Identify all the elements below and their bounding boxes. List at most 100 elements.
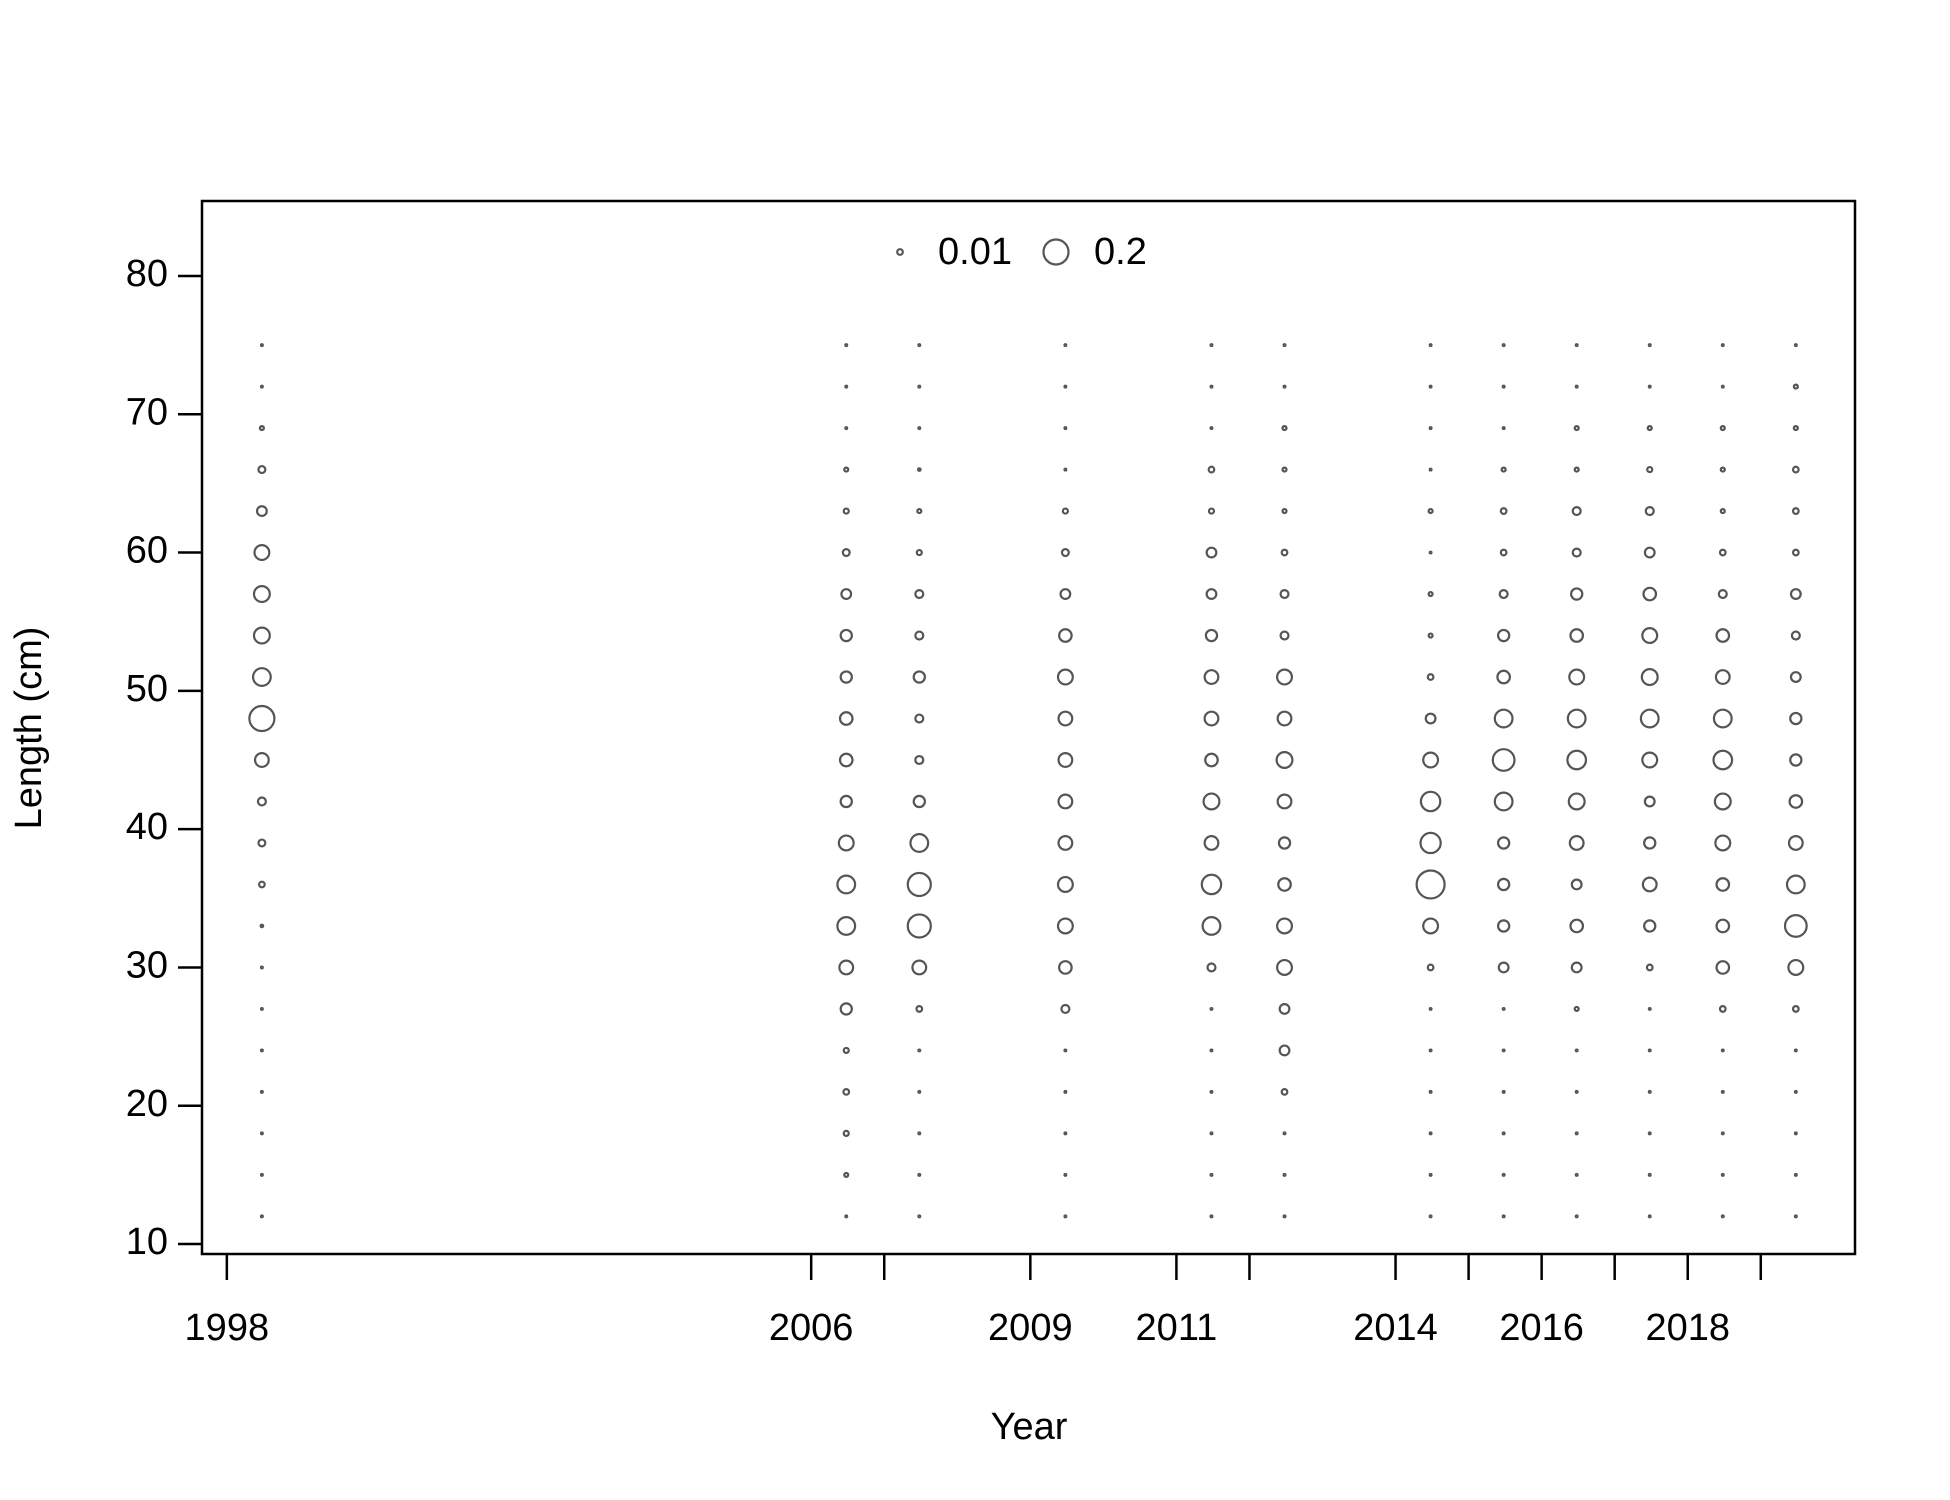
bubble [917, 1131, 922, 1136]
bubble [1428, 343, 1433, 348]
bubble [1282, 1172, 1287, 1177]
bubble [1275, 750, 1294, 770]
bubble [839, 794, 853, 809]
bubble [1646, 465, 1654, 474]
bubble [1209, 1089, 1214, 1094]
legend-label: 0.2 [1094, 231, 1147, 273]
bubble [1574, 1048, 1579, 1053]
bubble [915, 548, 923, 557]
bubble [1063, 1131, 1068, 1136]
bubble [917, 1214, 922, 1219]
bubble [259, 1131, 264, 1136]
bubble [1719, 425, 1726, 432]
bubble [839, 670, 853, 684]
bubble [1206, 962, 1217, 973]
bubble [1720, 1214, 1725, 1219]
bubble [1209, 1214, 1214, 1219]
bubble [1063, 1214, 1068, 1219]
bubble [836, 874, 857, 895]
bubble [1647, 343, 1652, 348]
bubble [1063, 343, 1068, 348]
bubble [259, 343, 264, 348]
bubble [1566, 708, 1587, 729]
bubble [1718, 1005, 1727, 1013]
bubble [1720, 1131, 1725, 1136]
bubble [906, 913, 932, 939]
legend-bubble [1042, 238, 1070, 266]
bubble [1574, 1131, 1579, 1136]
bubble [1209, 384, 1214, 389]
bubble [842, 1088, 851, 1096]
y-tick-label: 60 [126, 530, 168, 572]
bubble [259, 384, 264, 389]
bubble [842, 1046, 850, 1055]
bubble [1501, 1006, 1506, 1011]
bubble [1789, 753, 1803, 767]
bubble [914, 630, 925, 641]
bubble [917, 1172, 922, 1177]
bubble [1282, 343, 1287, 348]
bubble [914, 754, 925, 766]
bubble [1789, 711, 1803, 726]
bubble [1791, 548, 1800, 557]
bubble [258, 425, 265, 432]
bubble [1428, 426, 1433, 431]
bubble [1282, 384, 1287, 389]
bubble [1568, 668, 1586, 686]
bubble [1571, 547, 1582, 558]
bubble [1498, 588, 1509, 600]
bubble [917, 384, 922, 389]
y-tick-label: 10 [126, 1221, 168, 1263]
bubble [1282, 1214, 1287, 1219]
bubble [1793, 1089, 1798, 1094]
bubble [258, 880, 266, 889]
bubble [1200, 873, 1223, 896]
bubble [1717, 588, 1728, 600]
bubble [1573, 1005, 1580, 1013]
bubble [255, 505, 268, 518]
bubble [1496, 628, 1511, 643]
bubble [841, 548, 851, 558]
bubble [1639, 708, 1660, 729]
bubble [1719, 466, 1726, 473]
bubble [906, 871, 932, 898]
bubble [1715, 877, 1731, 892]
bubble [842, 1129, 850, 1138]
bubble [1279, 630, 1290, 641]
bubble [843, 1171, 850, 1178]
bubble [1499, 507, 1508, 515]
bubble [1422, 751, 1440, 769]
bubble [252, 585, 271, 604]
bubble [1276, 917, 1294, 935]
bubble [259, 1048, 264, 1053]
bubble [1209, 1172, 1214, 1177]
bubble [840, 588, 853, 600]
bubble [1570, 587, 1584, 601]
bubble [1058, 628, 1073, 643]
bubble [844, 343, 849, 348]
bubble [259, 965, 264, 970]
bubble [1714, 834, 1732, 852]
bubble [256, 796, 267, 807]
bubble [1063, 384, 1068, 389]
bubble [1647, 1172, 1652, 1177]
bubble [1427, 590, 1434, 598]
bubble [1571, 506, 1582, 517]
bubble [1276, 710, 1293, 727]
bubble [1428, 1089, 1433, 1094]
bubble [1207, 465, 1216, 474]
bubble [1057, 793, 1074, 810]
bubble [1789, 671, 1802, 683]
bubble [1645, 963, 1654, 972]
bubble [1785, 874, 1806, 895]
bubble [1642, 586, 1658, 602]
bubble [1493, 708, 1514, 729]
x-tick-label: 2011 [1136, 1307, 1218, 1349]
bubble [1793, 1048, 1798, 1053]
bubble [844, 1214, 849, 1219]
bubble [1060, 548, 1070, 558]
bubble [1719, 507, 1726, 515]
bubble [1428, 1214, 1433, 1219]
bubble [1059, 588, 1072, 600]
bubble [838, 752, 854, 768]
